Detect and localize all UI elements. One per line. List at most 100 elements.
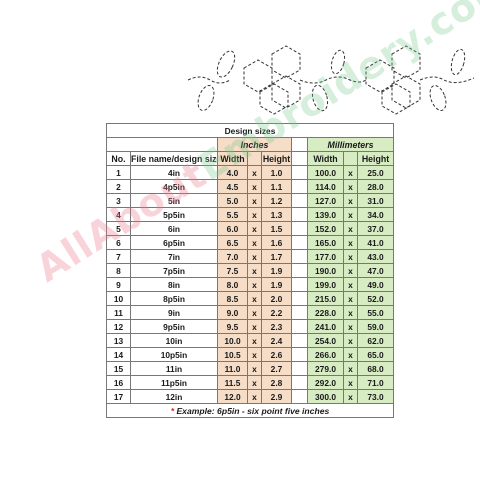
table-row: 5 6in 6.0 x 1.5 152.0 x 37.0 [106, 221, 394, 236]
gap-cell [291, 207, 308, 222]
width-mm-cell: 215.0 [307, 291, 344, 306]
times-sign: x [247, 389, 262, 404]
width-inches-cell: 5.0 [217, 193, 248, 208]
width-mm-cell: 165.0 [307, 235, 344, 250]
width-inches-cell: 8.5 [217, 291, 248, 306]
height-mm-cell: 73.0 [357, 389, 394, 404]
gap-cell [291, 347, 308, 362]
height-mm-cell: 37.0 [357, 221, 394, 236]
width-mm-cell: 139.0 [307, 207, 344, 222]
times-sign: x [343, 179, 358, 194]
row-number-cell: 12 [106, 319, 131, 334]
times-sign: x [343, 333, 358, 348]
height-mm-cell: 31.0 [357, 193, 394, 208]
gap-cell [291, 333, 308, 348]
height-mm-cell: 62.0 [357, 333, 394, 348]
width-mm-cell: 100.0 [307, 165, 344, 180]
times-sign: x [343, 249, 358, 264]
height-mm-column-header: Height [357, 151, 394, 166]
table-row: 14 10p5in 10.5 x 2.6 266.0 x 65.0 [106, 347, 394, 362]
width-inches-cell: 10.0 [217, 333, 248, 348]
gap-cell [291, 137, 308, 152]
times-sign: x [343, 347, 358, 362]
width-mm-column-header: Width [307, 151, 344, 166]
times-sign: x [247, 347, 262, 362]
width-mm-cell: 114.0 [307, 179, 344, 194]
gap-cell [291, 235, 308, 250]
height-mm-cell: 49.0 [357, 277, 394, 292]
times-sign: x [343, 375, 358, 390]
row-number-cell: 2 [106, 179, 131, 194]
width-inches-cell: 9.0 [217, 305, 248, 320]
no-column-header: No. [106, 151, 131, 166]
height-inches-cell: 2.2 [261, 305, 292, 320]
row-number-cell: 11 [106, 305, 131, 320]
width-mm-cell: 254.0 [307, 333, 344, 348]
gap-cell [291, 165, 308, 180]
height-inches-cell: 1.3 [261, 207, 292, 222]
height-inches-cell: 1.2 [261, 193, 292, 208]
height-inches-cell: 1.9 [261, 263, 292, 278]
table-row: 9 8in 8.0 x 1.9 199.0 x 49.0 [106, 277, 394, 292]
width-mm-cell: 127.0 [307, 193, 344, 208]
width-inches-cell: 11.0 [217, 361, 248, 376]
row-number-cell: 1 [106, 165, 131, 180]
gap-cell [291, 319, 308, 334]
times-sign: x [247, 305, 262, 320]
times-sign: x [247, 277, 262, 292]
times-sign: x [247, 333, 262, 348]
times-sign: x [247, 221, 262, 236]
row-number-cell: 9 [106, 277, 131, 292]
table-row: 13 10in 10.0 x 2.4 254.0 x 62.0 [106, 333, 394, 348]
filename-cell: 12in [130, 389, 218, 404]
times-sign: x [247, 165, 262, 180]
height-mm-cell: 43.0 [357, 249, 394, 264]
row-number-cell: 5 [106, 221, 131, 236]
width-mm-cell: 241.0 [307, 319, 344, 334]
width-inches-cell: 10.5 [217, 347, 248, 362]
width-mm-cell: 266.0 [307, 347, 344, 362]
example-note: * Example: 6p5in - six point five inches [106, 403, 394, 418]
times-sign: x [343, 221, 358, 236]
row-number-cell: 6 [106, 235, 131, 250]
table-row: 17 12in 12.0 x 2.9 300.0 x 73.0 [106, 389, 394, 404]
table-row: 10 8p5in 8.5 x 2.0 215.0 x 52.0 [106, 291, 394, 306]
row-number-cell: 10 [106, 291, 131, 306]
width-mm-cell: 190.0 [307, 263, 344, 278]
note-asterisk: * [170, 405, 175, 416]
row-number-cell: 17 [106, 389, 131, 404]
height-mm-cell: 59.0 [357, 319, 394, 334]
width-inches-cell: 7.5 [217, 263, 248, 278]
table-row: 3 5in 5.0 x 1.2 127.0 x 31.0 [106, 193, 394, 208]
gap-cell [291, 193, 308, 208]
filename-cell: 5in [130, 193, 218, 208]
height-inches-cell: 1.9 [261, 277, 292, 292]
table-row: 4 5p5in 5.5 x 1.3 139.0 x 34.0 [106, 207, 394, 222]
times-sign: x [343, 291, 358, 306]
row-number-cell: 7 [106, 249, 131, 264]
height-mm-cell: 34.0 [357, 207, 394, 222]
height-inches-cell: 1.5 [261, 221, 292, 236]
width-inches-cell: 6.5 [217, 235, 248, 250]
filename-column-header: File name/design size* [130, 151, 218, 166]
width-mm-cell: 300.0 [307, 389, 344, 404]
width-mm-cell: 199.0 [307, 277, 344, 292]
note-text: Example: 6p5in - six point five inches [176, 405, 330, 416]
times-sign: x [343, 319, 358, 334]
width-inches-cell: 9.5 [217, 319, 248, 334]
gap-cell [291, 389, 308, 404]
times-sign: x [343, 277, 358, 292]
height-inches-cell: 2.0 [261, 291, 292, 306]
filename-cell: 7in [130, 249, 218, 264]
times-sign: x [247, 291, 262, 306]
filename-cell: 8in [130, 277, 218, 292]
times-sign: x [343, 361, 358, 376]
width-mm-cell: 279.0 [307, 361, 344, 376]
times-sign: x [247, 361, 262, 376]
gap-cell [291, 277, 308, 292]
times-sign: x [247, 375, 262, 390]
gap-cell [291, 249, 308, 264]
height-mm-cell: 41.0 [357, 235, 394, 250]
height-inches-cell: 2.3 [261, 319, 292, 334]
table-row: 7 7in 7.0 x 1.7 177.0 x 43.0 [106, 249, 394, 264]
